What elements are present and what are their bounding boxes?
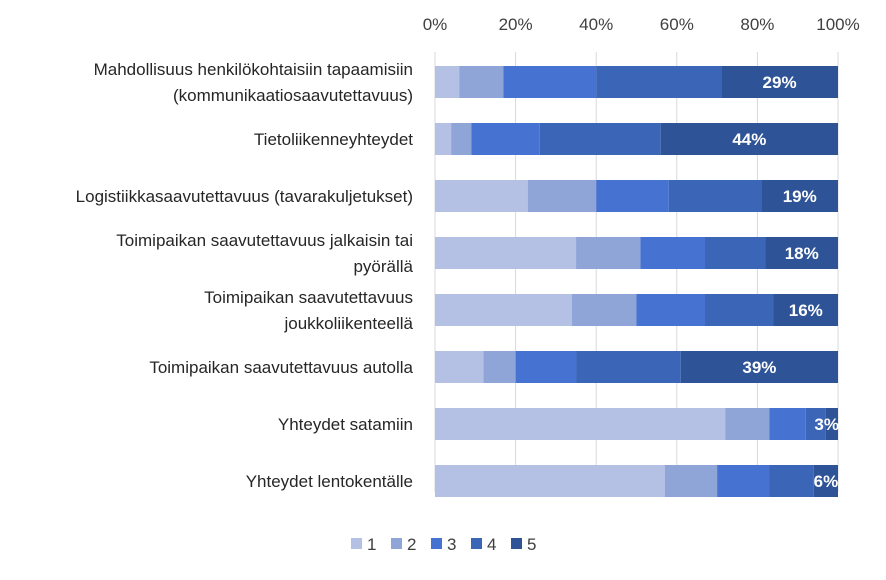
bar-segment xyxy=(761,180,838,212)
x-axis-ticks: 0% 20% 40% 60% 80% 100% xyxy=(423,15,860,34)
legend-swatch xyxy=(431,538,442,549)
bar-segment xyxy=(769,408,806,440)
legend-label: 5 xyxy=(527,535,536,554)
bar-segment xyxy=(680,351,838,383)
bar-segment xyxy=(435,237,577,269)
bar-segment xyxy=(459,66,504,98)
bar-segment xyxy=(636,294,706,326)
legend-swatch xyxy=(391,538,402,549)
bar-segment xyxy=(435,123,452,155)
category-label: (kommunikaatiosaavutettavuus) xyxy=(173,86,413,105)
bar-segment xyxy=(572,294,637,326)
bar-segment xyxy=(576,351,681,383)
x-tick-label: 80% xyxy=(740,15,774,34)
bar-segment xyxy=(435,465,665,497)
bar-segment xyxy=(435,294,573,326)
bar-segment xyxy=(483,351,516,383)
category-label: Toimipaikan saavutettavuus xyxy=(204,288,413,307)
bar-segment xyxy=(773,294,838,326)
bar-segment xyxy=(813,465,838,497)
bar-segment xyxy=(515,351,577,383)
bar-segment xyxy=(596,66,722,98)
category-label: Mahdollisuus henkilökohtaisiin tapaamisi… xyxy=(94,60,413,79)
bar-segment xyxy=(527,180,597,212)
bar-segment xyxy=(769,465,814,497)
bar-segment xyxy=(705,294,774,326)
bar-segment xyxy=(503,66,597,98)
category-label: pyörällä xyxy=(353,257,413,276)
bar-segment xyxy=(717,465,770,497)
bars xyxy=(435,66,838,497)
data-label: 29% xyxy=(763,73,797,92)
bar-segment xyxy=(765,237,838,269)
category-label: joukkoliikenteellä xyxy=(283,314,413,333)
bar-segment xyxy=(640,237,706,269)
bar-segment xyxy=(705,237,766,269)
bar-segment xyxy=(664,465,718,497)
data-label: 39% xyxy=(742,358,776,377)
bar-segment xyxy=(596,180,669,212)
bar-segment xyxy=(435,351,484,383)
bar-segment xyxy=(668,180,762,212)
data-label: 18% xyxy=(785,244,819,263)
data-label: 19% xyxy=(783,187,817,206)
bar-segment xyxy=(435,180,528,212)
category-label: Yhteydet satamiin xyxy=(278,415,413,434)
category-label: Logistiikkasaavutettavuus (tavarakuljetu… xyxy=(76,187,413,206)
bar-segment xyxy=(435,408,726,440)
bar-segment xyxy=(576,237,641,269)
category-label: Tietoliikenneyhteydet xyxy=(254,130,413,149)
legend-swatch xyxy=(471,538,482,549)
bar-segment xyxy=(451,123,472,155)
legend-swatch xyxy=(351,538,362,549)
category-label: Yhteydet lentokentälle xyxy=(246,472,413,491)
x-tick-label: 100% xyxy=(816,15,859,34)
bar-segment xyxy=(825,408,838,440)
legend-label: 4 xyxy=(487,535,496,554)
legend-label: 1 xyxy=(367,535,376,554)
bar-segment xyxy=(539,123,661,155)
bar-segment xyxy=(435,66,460,98)
x-tick-label: 0% xyxy=(423,15,448,34)
bar-segment xyxy=(471,123,540,155)
category-label: Toimipaikan saavutettavuus autolla xyxy=(149,358,413,377)
data-label: 44% xyxy=(732,130,766,149)
bar-segment xyxy=(660,123,838,155)
category-label: Toimipaikan saavutettavuus jalkaisin tai xyxy=(116,231,413,250)
bar-segment xyxy=(721,66,838,98)
x-tick-label: 40% xyxy=(579,15,613,34)
data-label: 6% xyxy=(814,472,839,491)
data-label: 3% xyxy=(814,415,839,434)
x-tick-label: 60% xyxy=(660,15,694,34)
bar-segment xyxy=(725,408,770,440)
legend-swatch xyxy=(511,538,522,549)
bar-segment xyxy=(805,408,826,440)
data-labels: 29% 44% 19% 18% 16% 39% 3% 6% xyxy=(732,73,839,491)
legend: 1 2 3 4 5 xyxy=(351,535,536,554)
legend-label: 3 xyxy=(447,535,456,554)
x-tick-label: 20% xyxy=(499,15,533,34)
data-label: 16% xyxy=(789,301,823,320)
category-labels: Mahdollisuus henkilökohtaisiin tapaamisi… xyxy=(76,60,414,491)
legend-label: 2 xyxy=(407,535,416,554)
